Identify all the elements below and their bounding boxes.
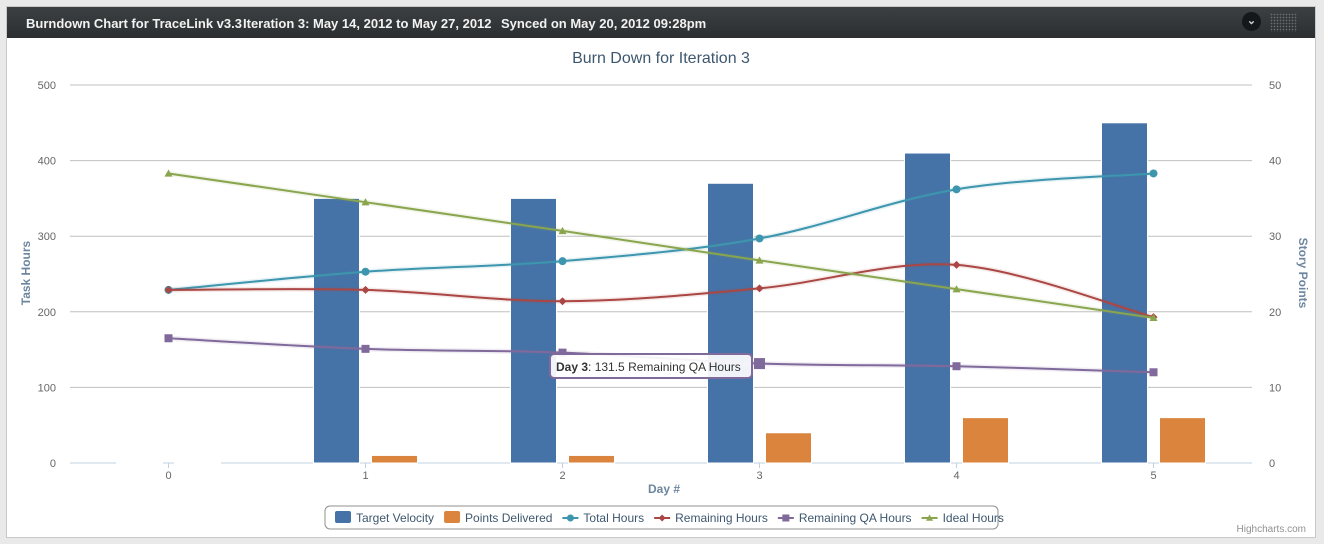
- legend-marker[interactable]: [658, 514, 666, 522]
- legend-label: Remaining Hours: [675, 511, 768, 525]
- y2-tick-label: 10: [1269, 382, 1281, 394]
- point-remaining-hours[interactable]: [558, 297, 567, 306]
- bar-points-delivered[interactable]: [568, 454, 615, 464]
- y2-tick-label: 30: [1269, 231, 1281, 243]
- x-tick-label: 0: [165, 470, 171, 482]
- right-axis-ticks: 0 10 20 30 40 50: [1269, 80, 1281, 470]
- point-remaining-hours[interactable]: [361, 285, 370, 294]
- legend-item-remaining-hours[interactable]: Remaining Hours: [654, 511, 768, 525]
- line-total-hours[interactable]: [168, 172, 1154, 291]
- y-tick-label: 500: [38, 80, 56, 92]
- app-title: Burndown Chart for TraceLink v3.3: [26, 16, 242, 31]
- y-tick-label: 100: [38, 382, 56, 394]
- bar-target-velocity[interactable]: [904, 152, 951, 464]
- line-ideal-hours[interactable]: [168, 172, 1154, 319]
- x-tick-label: 5: [1150, 470, 1156, 482]
- header-bar: Burndown Chart for TraceLink v3.3 Iterat…: [7, 7, 1315, 38]
- legend-label: Ideal Hours: [943, 511, 1004, 525]
- point-total-hours[interactable]: [558, 257, 567, 266]
- y-tick-label: 300: [38, 231, 56, 243]
- y2-tick-label: 0: [1269, 458, 1275, 470]
- bar-points-delivered[interactable]: [174, 461, 221, 464]
- legend-item-remaining-qa-hours[interactable]: Remaining QA Hours: [777, 511, 912, 525]
- chart-title: Burn Down for Iteration 3: [572, 50, 750, 67]
- legend-item-target-velocity[interactable]: Target Velocity: [335, 511, 434, 525]
- legend: Target Velocity Points Delivered Total Hou…: [324, 505, 1004, 530]
- legend-marker[interactable]: [566, 514, 574, 522]
- bar-points-delivered[interactable]: [1159, 417, 1206, 464]
- iteration-dates: May 14, 2012 to May 27, 2012: [313, 16, 492, 31]
- legend-symbol: [335, 511, 351, 523]
- y-tick-label: 400: [38, 156, 56, 168]
- point-total-hours[interactable]: [755, 234, 764, 243]
- point-ideal-hours[interactable]: [952, 285, 961, 293]
- x-axis-ticks: 0 1 2 3 4 5: [165, 463, 1157, 482]
- point-total-hours[interactable]: [361, 267, 370, 276]
- legend-marker[interactable]: [926, 514, 934, 521]
- grid-lines: [70, 84, 1252, 464]
- x-tick-label: 3: [756, 470, 762, 482]
- legend-label: Target Velocity: [356, 511, 434, 525]
- x-tick-label: 1: [362, 470, 368, 482]
- point-ideal-hours[interactable]: [361, 198, 370, 206]
- iteration-label: Iteration 3:: [243, 16, 310, 31]
- line-remaining-hours[interactable]: [168, 263, 1154, 319]
- credits-link[interactable]: Highcharts.com: [1237, 524, 1306, 535]
- y2-tick-label: 20: [1269, 307, 1281, 319]
- legend-label: Remaining QA Hours: [799, 511, 912, 525]
- bar-points-delivered[interactable]: [962, 417, 1009, 464]
- bar-target-velocity[interactable]: [313, 197, 360, 464]
- x-tick-label: 4: [953, 470, 959, 482]
- bar-target-velocity[interactable]: [1101, 122, 1148, 464]
- sync-status: Synced on May 20, 2012 09:28pm: [501, 16, 707, 31]
- bar-points-delivered[interactable]: [371, 454, 418, 464]
- bar-target-velocity[interactable]: [116, 461, 163, 464]
- legend-label: Total Hours: [583, 511, 644, 525]
- bar-points-delivered[interactable]: [765, 432, 812, 464]
- chart-panel: Burndown Chart for TraceLink v3.3 Iterat…: [6, 6, 1316, 538]
- point-ideal-hours[interactable]: [164, 169, 173, 177]
- tooltip-label: Day 3: [556, 360, 588, 374]
- legend-marker[interactable]: [782, 514, 790, 522]
- point-remaining-qa-hours[interactable]: [1149, 368, 1158, 377]
- chevron-down-icon[interactable]: ⌄: [1242, 12, 1261, 31]
- point-total-hours[interactable]: [952, 185, 961, 194]
- y2-tick-label: 40: [1269, 156, 1281, 168]
- left-axis-ticks: 0 100 200 300 400 500: [38, 80, 56, 470]
- y-axis-title: Task Hours: [19, 240, 33, 305]
- grip-icon[interactable]: [1270, 13, 1297, 32]
- x-tick-label: 2: [559, 470, 565, 482]
- tooltip: Day 3: 131.5 Remaining QA Hours: [549, 353, 753, 379]
- point-remaining-hours[interactable]: [952, 260, 961, 269]
- legend-item-total-hours[interactable]: Total Hours: [562, 511, 644, 525]
- y2-tick-label: 50: [1269, 80, 1281, 92]
- bar-target-velocity[interactable]: [510, 197, 557, 464]
- point-ideal-hours[interactable]: [755, 256, 764, 264]
- y-tick-label: 0: [50, 458, 56, 470]
- tooltip-box: [549, 353, 753, 379]
- bar-series: [116, 122, 1206, 464]
- legend-item-ideal-hours[interactable]: Ideal Hours: [921, 511, 1004, 525]
- point-total-hours[interactable]: [1149, 169, 1158, 178]
- x-axis-title: Day #: [648, 482, 680, 496]
- tooltip-text: : 131.5 Remaining QA Hours: [588, 360, 741, 374]
- point-remaining-qa-hours[interactable]: [754, 358, 765, 370]
- point-remaining-qa-hours[interactable]: [361, 344, 370, 353]
- bar-target-velocity[interactable]: [707, 182, 754, 464]
- point-remaining-qa-hours[interactable]: [558, 348, 567, 357]
- burndown-chart: Burn Down for Iteration 3 01002003004005…: [19, 50, 1310, 535]
- point-remaining-hours[interactable]: [755, 284, 764, 293]
- legend-item-points-delivered[interactable]: Points Delivered: [444, 511, 552, 525]
- legend-symbol: [444, 511, 461, 523]
- y2-axis-title: Story Points: [1296, 238, 1310, 309]
- y-tick-label: 200: [38, 307, 56, 319]
- legend-label: Points Delivered: [465, 511, 552, 525]
- point-ideal-hours[interactable]: [558, 226, 567, 235]
- point-ideal-hours[interactable]: [1149, 313, 1158, 322]
- point-remaining-hours[interactable]: [164, 285, 173, 294]
- point-remaining-qa-hours[interactable]: [952, 362, 961, 371]
- svg-text:Day 3: 131.5 Remaining QA Hour: Day 3: 131.5 Remaining QA Hours: [556, 360, 741, 374]
- point-remaining-qa-hours[interactable]: [164, 334, 173, 343]
